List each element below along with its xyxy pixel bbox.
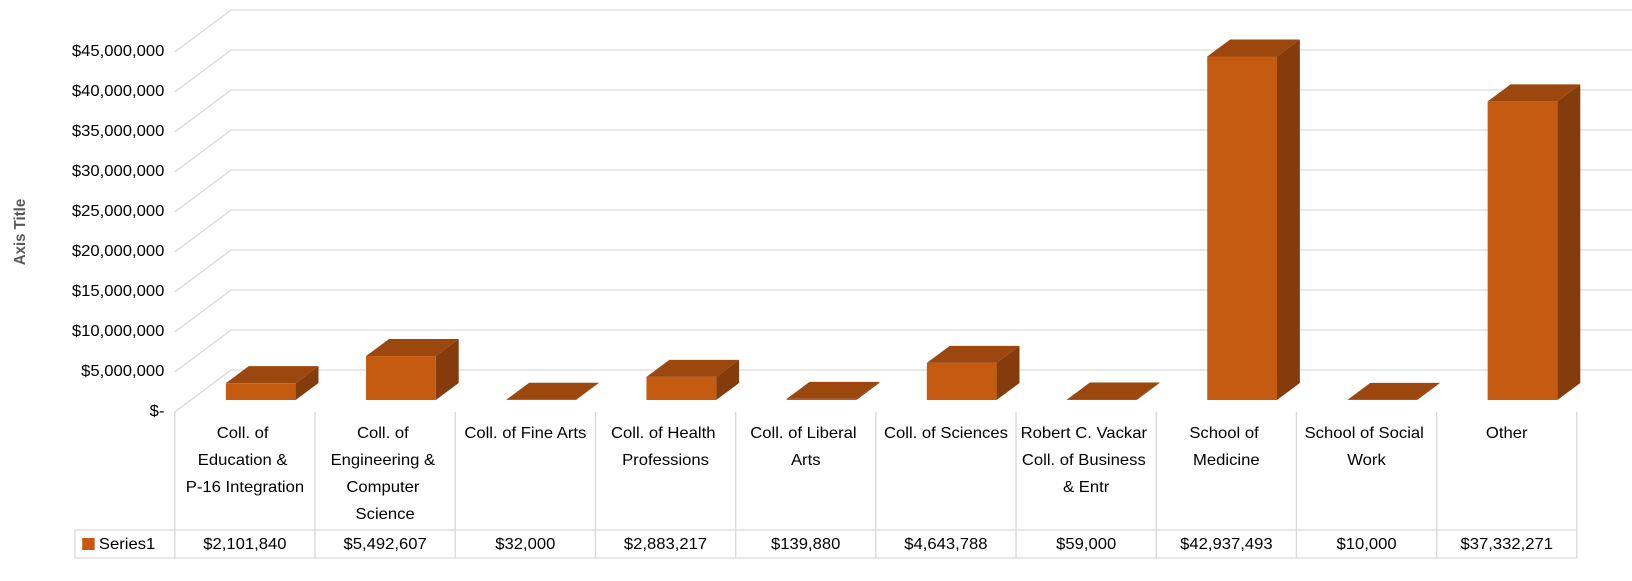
value-label: $37,332,271 <box>1460 536 1553 554</box>
y-tick-label: $5,000,000 <box>81 363 164 381</box>
y-tick-label: $20,000,000 <box>72 243 165 261</box>
value-label: $139,880 <box>771 536 840 554</box>
grid-line <box>174 329 1632 373</box>
y-tick-label: $25,000,000 <box>72 203 165 221</box>
bar <box>1347 382 1441 400</box>
x-tick-label: Coll. of Fine Arts <box>464 425 586 443</box>
bar-front <box>225 383 296 400</box>
grid-line <box>174 249 1632 293</box>
grid-line <box>174 169 1632 213</box>
bar <box>786 381 880 400</box>
bar-front <box>1487 101 1558 401</box>
y-axis-title: Axis Title <box>12 199 29 265</box>
bar-top <box>1347 382 1441 400</box>
bar <box>1207 39 1300 400</box>
grid-line <box>174 369 1632 413</box>
value-label: $4,643,788 <box>904 536 987 554</box>
x-tick-label: Other <box>1486 425 1528 443</box>
bar <box>225 366 319 400</box>
grid-line <box>174 49 1632 93</box>
x-tick-label: Coll. of Engineering & Computer Science <box>331 425 440 524</box>
bar-front <box>926 362 997 400</box>
bar-side <box>716 359 740 400</box>
bar-side <box>575 382 599 400</box>
value-label: $42,937,493 <box>1180 536 1273 554</box>
bar-top <box>786 381 880 399</box>
value-label: $32,000 <box>495 536 555 554</box>
value-label: $2,883,217 <box>624 536 707 554</box>
value-label: $59,000 <box>1056 536 1116 554</box>
y-tick-label: $15,000,000 <box>72 283 165 301</box>
bar-side <box>1417 382 1441 400</box>
bar <box>926 345 1020 400</box>
legend-swatch <box>82 538 95 550</box>
bar <box>366 339 459 400</box>
bar-front <box>786 398 857 400</box>
bar <box>506 382 599 400</box>
bar <box>646 359 740 400</box>
bar-side <box>435 339 459 400</box>
bar-top <box>646 359 740 377</box>
grid-line <box>174 129 1632 173</box>
bar-top <box>1207 39 1300 57</box>
bar-side <box>856 381 880 400</box>
value-label: $10,000 <box>1336 536 1396 554</box>
y-tick-label: $35,000,000 <box>72 123 165 141</box>
bar-front <box>366 356 436 400</box>
grid-line <box>174 289 1632 333</box>
bar-side <box>1136 382 1160 400</box>
legend-label: Series1 <box>99 536 155 554</box>
grid-line <box>174 89 1632 133</box>
bar-side <box>295 366 319 400</box>
y-tick-label: $40,000,000 <box>72 83 165 101</box>
y-tick-label: $10,000,000 <box>72 323 165 341</box>
value-label: $2,101,840 <box>203 536 286 554</box>
x-tick-label: Coll. of Sciences <box>884 425 1008 443</box>
bar-front <box>1207 56 1277 400</box>
x-tick-label: School of Medicine <box>1189 425 1263 470</box>
x-tick-label: Robert C. Vackar Coll. of Business & Ent… <box>1021 425 1152 497</box>
bar <box>1487 84 1581 401</box>
x-tick-label: Coll. of Liberal Arts <box>750 425 861 470</box>
y-tick-label: $30,000,000 <box>72 163 165 181</box>
bar-top <box>1067 382 1160 400</box>
bar-side <box>1276 39 1300 400</box>
bar-top <box>926 345 1020 363</box>
x-tick-label: School of Social Work <box>1305 425 1429 470</box>
grid-line <box>174 209 1632 253</box>
x-tick-label: Coll. of Education & P-16 Integration <box>186 425 304 497</box>
grid-line <box>174 9 1632 53</box>
bar-top <box>366 339 459 357</box>
x-tick-label: Coll. of Health Professions <box>611 425 720 470</box>
y-tick-label: $45,000,000 <box>72 43 165 61</box>
bar-top <box>1487 84 1581 102</box>
value-label: $5,492,607 <box>344 536 427 554</box>
bar-side <box>996 345 1020 400</box>
bar-top <box>506 382 599 400</box>
bar-side <box>1557 84 1581 401</box>
bar <box>1067 382 1160 400</box>
bar-top <box>225 366 319 384</box>
y-tick-label: $- <box>150 403 165 421</box>
bar-front <box>646 376 717 400</box>
